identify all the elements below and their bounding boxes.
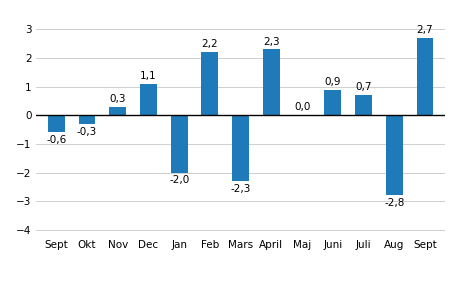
Bar bbox=[355, 95, 372, 115]
Bar bbox=[202, 52, 218, 115]
Text: 0,7: 0,7 bbox=[355, 82, 372, 92]
Text: 0,0: 0,0 bbox=[294, 102, 310, 112]
Text: 2,2: 2,2 bbox=[202, 40, 218, 50]
Text: -2,0: -2,0 bbox=[169, 175, 189, 185]
Text: 1,1: 1,1 bbox=[140, 71, 157, 81]
Text: -0,3: -0,3 bbox=[77, 127, 97, 137]
Text: 0,3: 0,3 bbox=[109, 94, 126, 104]
Text: -2,8: -2,8 bbox=[384, 198, 405, 208]
Bar bbox=[109, 107, 126, 115]
Bar bbox=[263, 50, 280, 115]
Bar bbox=[140, 84, 157, 115]
Text: -0,6: -0,6 bbox=[46, 135, 66, 145]
Text: 2,7: 2,7 bbox=[417, 25, 433, 35]
Bar bbox=[79, 115, 95, 124]
Bar bbox=[232, 115, 249, 181]
Bar bbox=[416, 38, 434, 115]
Bar bbox=[171, 115, 188, 172]
Text: 0,9: 0,9 bbox=[325, 77, 341, 87]
Bar bbox=[386, 115, 403, 195]
Bar bbox=[324, 89, 341, 115]
Text: -2,3: -2,3 bbox=[231, 184, 251, 194]
Text: 2,3: 2,3 bbox=[263, 37, 280, 47]
Bar bbox=[48, 115, 65, 133]
